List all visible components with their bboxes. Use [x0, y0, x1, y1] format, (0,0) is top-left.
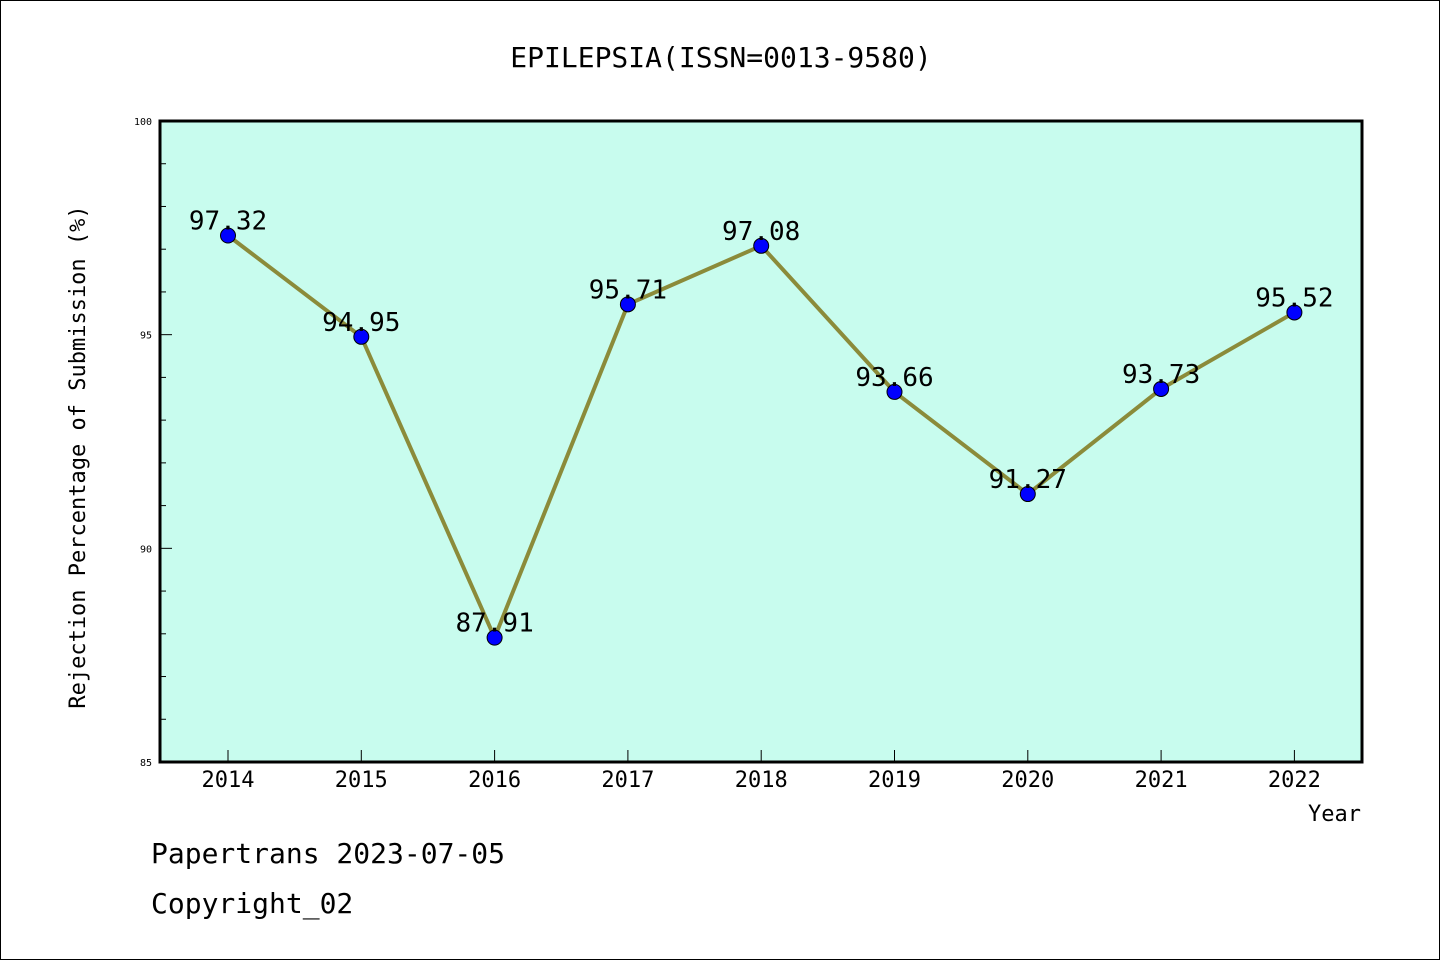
plot-border	[158, 119, 1364, 764]
x-tick-label: 2019	[868, 768, 921, 793]
y-axis-label: Rejection Percentage of Submission (%)	[66, 205, 91, 708]
data-labels: 97.32 94.95 87.91 95.71 97.08 93.66 91.27 93.73…	[189, 207, 1334, 639]
x-tick-label: 2020	[1001, 768, 1054, 793]
data-label: 94.95	[322, 308, 400, 338]
footer-copyright: Copyright_02	[151, 887, 354, 920]
x-axis-label: Year	[1308, 802, 1361, 827]
y-tick-label: 85	[140, 758, 152, 769]
data-label: 91.27	[989, 465, 1067, 495]
data-label: 97.08	[722, 217, 800, 247]
data-point	[220, 227, 236, 244]
data-label: 95.52	[1255, 283, 1333, 313]
data-point	[1019, 486, 1036, 503]
x-tick-label: 2015	[335, 768, 388, 793]
footer-date: Papertrans 2023-07-05	[151, 837, 506, 870]
plot-area	[160, 121, 1362, 762]
data-point	[486, 629, 503, 646]
data-point	[886, 383, 903, 400]
data-point	[1286, 304, 1303, 321]
data-label: 97.32	[189, 207, 267, 237]
data-point	[353, 328, 370, 345]
data-label: 93.73	[1122, 360, 1200, 390]
x-tick-label: 2022	[1268, 768, 1321, 793]
x-axis: 2014 2015 2016 2017 2018 2019 2020 2021 2022	[202, 750, 1321, 793]
data-point	[1153, 380, 1170, 397]
x-tick-label: 2016	[468, 768, 521, 793]
data-label: 93.66	[855, 363, 933, 393]
data-point	[753, 237, 770, 254]
data-points	[220, 227, 1303, 646]
y-tick-label: 95	[140, 331, 152, 342]
x-tick-label: 2021	[1135, 768, 1188, 793]
data-point	[619, 296, 636, 313]
x-tick-label: 2014	[202, 768, 255, 793]
y-tick-label: 90	[140, 544, 152, 555]
x-tick-label: 2017	[601, 768, 654, 793]
y-tick-label: 100	[134, 117, 152, 128]
data-label: 95.71	[589, 275, 667, 305]
data-label: 87.91	[455, 609, 533, 639]
chart-title: EPILEPSIA(ISSN=0013-9580)	[510, 41, 931, 74]
x-tick-label: 2018	[735, 768, 788, 793]
